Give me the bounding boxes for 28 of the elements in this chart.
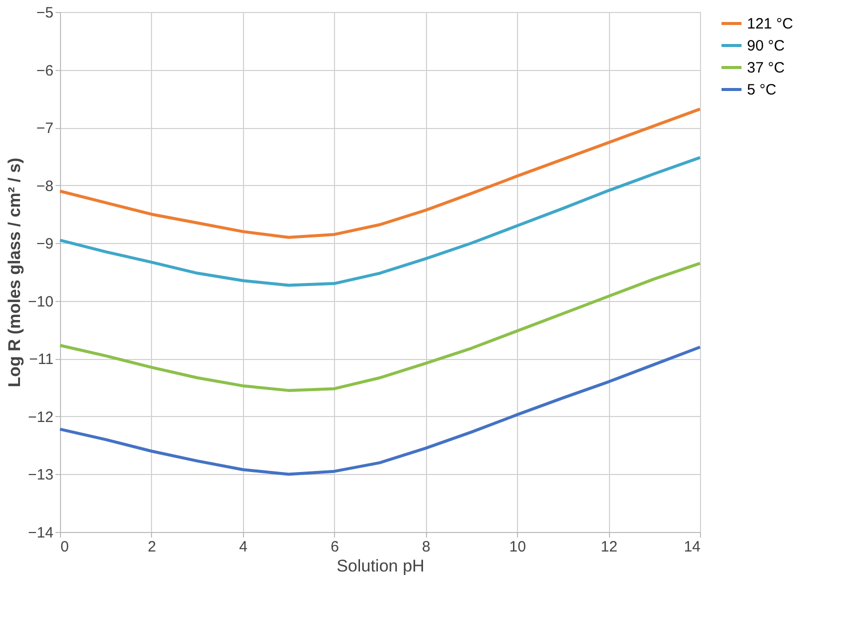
line-series — [58, 262, 702, 392]
y-tick-label: −12 — [28, 408, 54, 426]
y-tick-label: −13 — [28, 466, 54, 484]
legend-label: 5 °C — [747, 82, 777, 98]
line-series — [58, 346, 702, 476]
legend-label: 90 °C — [747, 38, 785, 54]
y-tick-label: −6 — [36, 62, 54, 80]
y-tick-label: −14 — [28, 524, 54, 542]
y-tick-label: −10 — [28, 293, 54, 310]
y-tick-label: −5 — [36, 4, 54, 22]
x-tick-label: 2 — [148, 538, 156, 556]
x-axis-title: Solution pH — [336, 556, 424, 576]
legend-label: 37 °C — [747, 60, 785, 76]
y-axis-title: Log R (moles glass / cm² / s) — [5, 158, 24, 388]
legend-label: 121 °C — [747, 16, 794, 32]
y-tick-label: −11 — [29, 351, 54, 368]
line-series — [58, 108, 702, 239]
x-tick-label: 0 — [60, 538, 69, 556]
y-tick-label: −8 — [36, 178, 54, 195]
y-tick-label: −9 — [36, 236, 54, 253]
line-series — [58, 156, 702, 287]
x-tick-label: 14 — [684, 538, 700, 556]
x-tick-label: 10 — [509, 538, 526, 556]
y-tick-label: −7 — [36, 120, 54, 138]
x-tick-label: 4 — [239, 538, 248, 556]
x-tick-label: 12 — [600, 538, 618, 556]
x-tick-label: 6 — [330, 538, 339, 556]
x-tick-label: 8 — [422, 538, 430, 556]
